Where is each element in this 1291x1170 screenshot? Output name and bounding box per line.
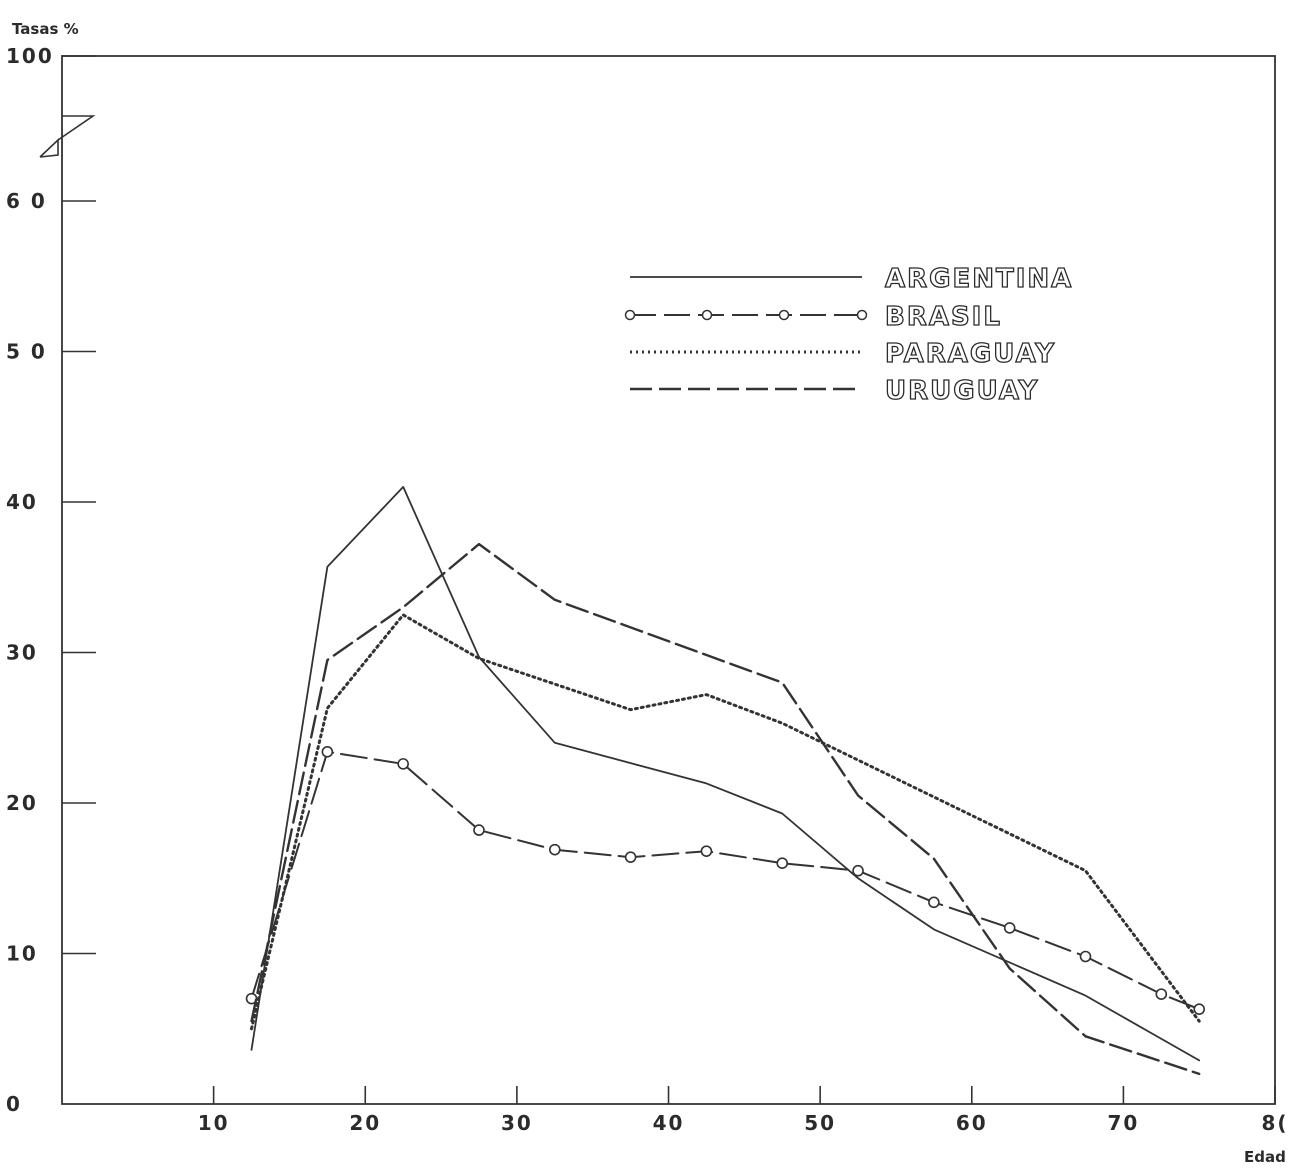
legend-item-uruguay: URUGUAY	[630, 376, 1039, 406]
series-point-brasil	[474, 825, 484, 835]
x-tick-label: 8(	[1262, 1111, 1289, 1135]
legend-swatch-marker	[626, 311, 635, 320]
series-point-brasil	[626, 852, 636, 862]
y-tick-label: 100	[6, 44, 54, 68]
series-point-brasil	[1156, 989, 1166, 999]
series-point-brasil	[550, 845, 560, 855]
series-point-brasil	[1194, 1004, 1204, 1014]
legend-label: PARAGUAY	[885, 339, 1056, 369]
y-axis-title: Tasas %	[12, 20, 79, 38]
series-point-brasil	[1005, 923, 1015, 933]
x-tick-label: 20	[349, 1111, 381, 1135]
x-tick-label: 60	[956, 1111, 988, 1135]
axis-break-mark	[40, 116, 93, 157]
legend-label: URUGUAY	[885, 376, 1039, 406]
series-line-paraguay	[252, 615, 1200, 1029]
legend-item-argentina: ARGENTINA	[630, 264, 1073, 294]
series-point-brasil	[853, 866, 863, 876]
x-axis-title: Edad	[1244, 1148, 1286, 1166]
y-tick-label: 30	[6, 641, 38, 665]
y-tick-label: 20	[6, 791, 38, 815]
series-point-brasil	[398, 759, 408, 769]
series-point-brasil	[701, 846, 711, 856]
y-tick-label: 6 0	[6, 189, 47, 213]
y-tick-label: 10	[6, 942, 38, 966]
y-tick-label: 40	[6, 490, 38, 514]
y-tick-label: 0	[6, 1092, 22, 1116]
legend-swatch-marker	[858, 311, 867, 320]
series-point-brasil	[1081, 952, 1091, 962]
plot-frame	[62, 56, 1275, 1104]
legend-swatch-marker	[703, 311, 712, 320]
legend-item-brasil: BRASIL	[626, 302, 1002, 332]
y-tick-label: 5 0	[6, 340, 47, 364]
series-line-argentina	[252, 487, 1200, 1061]
x-tick-label: 10	[198, 1111, 230, 1135]
x-tick-label: 40	[653, 1111, 685, 1135]
x-tick-label: 50	[804, 1111, 836, 1135]
legend-label: ARGENTINA	[885, 264, 1073, 294]
series-point-brasil	[322, 747, 332, 757]
legend-swatch-marker	[780, 311, 789, 320]
legend-label: BRASIL	[885, 302, 1002, 332]
legend-item-paraguay: PARAGUAY	[630, 339, 1056, 369]
x-tick-label: 70	[1107, 1111, 1139, 1135]
series-point-brasil	[929, 897, 939, 907]
x-tick-label: 30	[501, 1111, 533, 1135]
series-line-uruguay	[252, 544, 1200, 1074]
series-point-brasil	[777, 858, 787, 868]
